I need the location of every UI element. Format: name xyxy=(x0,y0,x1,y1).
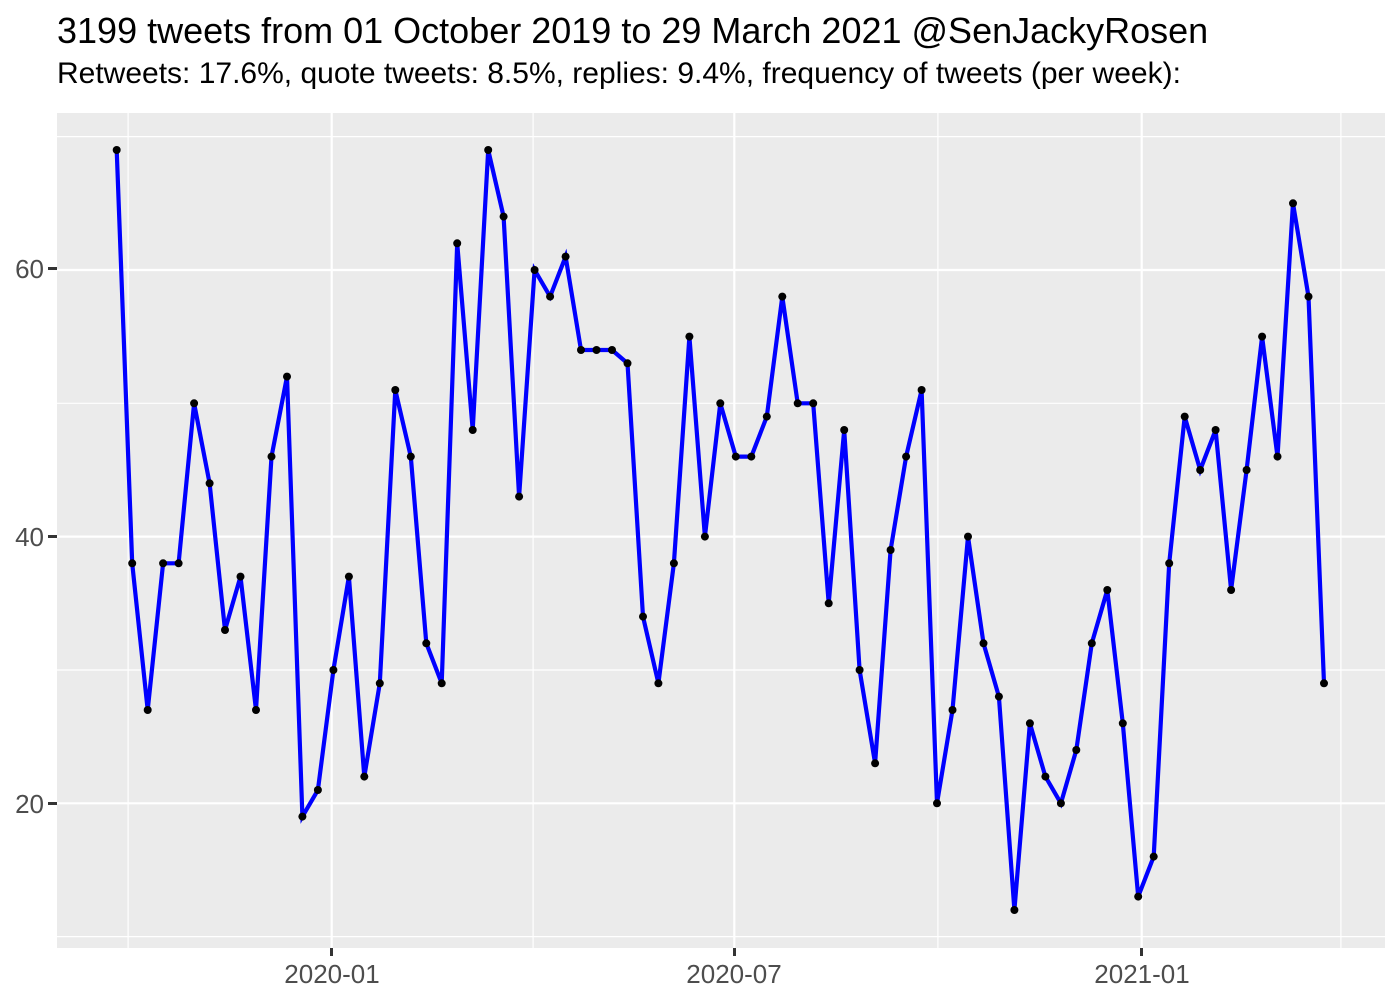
y-tick-label-60: 60 xyxy=(15,254,44,284)
x-tick-mark xyxy=(733,948,736,956)
x-tick-label-2020-01: 2020-01 xyxy=(284,959,380,989)
y-tick-mark xyxy=(48,267,57,270)
y-tick-label-40: 40 xyxy=(15,522,44,552)
line-chart-svg xyxy=(57,113,1385,948)
chart-subtitle: Retweets: 17.6%, quote tweets: 8.5%, rep… xyxy=(57,57,1181,90)
x-tick-label-2020-07: 2020-07 xyxy=(686,959,782,989)
x-tick-mark xyxy=(330,948,333,956)
y-tick-label-20: 20 xyxy=(15,789,44,819)
plot-panel xyxy=(57,113,1385,948)
y-tick-mark xyxy=(48,535,57,538)
chart-title: 3199 tweets from 01 October 2019 to 29 M… xyxy=(57,10,1209,51)
x-tick-mark xyxy=(1140,948,1143,956)
x-tick-label-2021-01: 2021-01 xyxy=(1094,959,1190,989)
y-tick-mark xyxy=(48,802,57,805)
